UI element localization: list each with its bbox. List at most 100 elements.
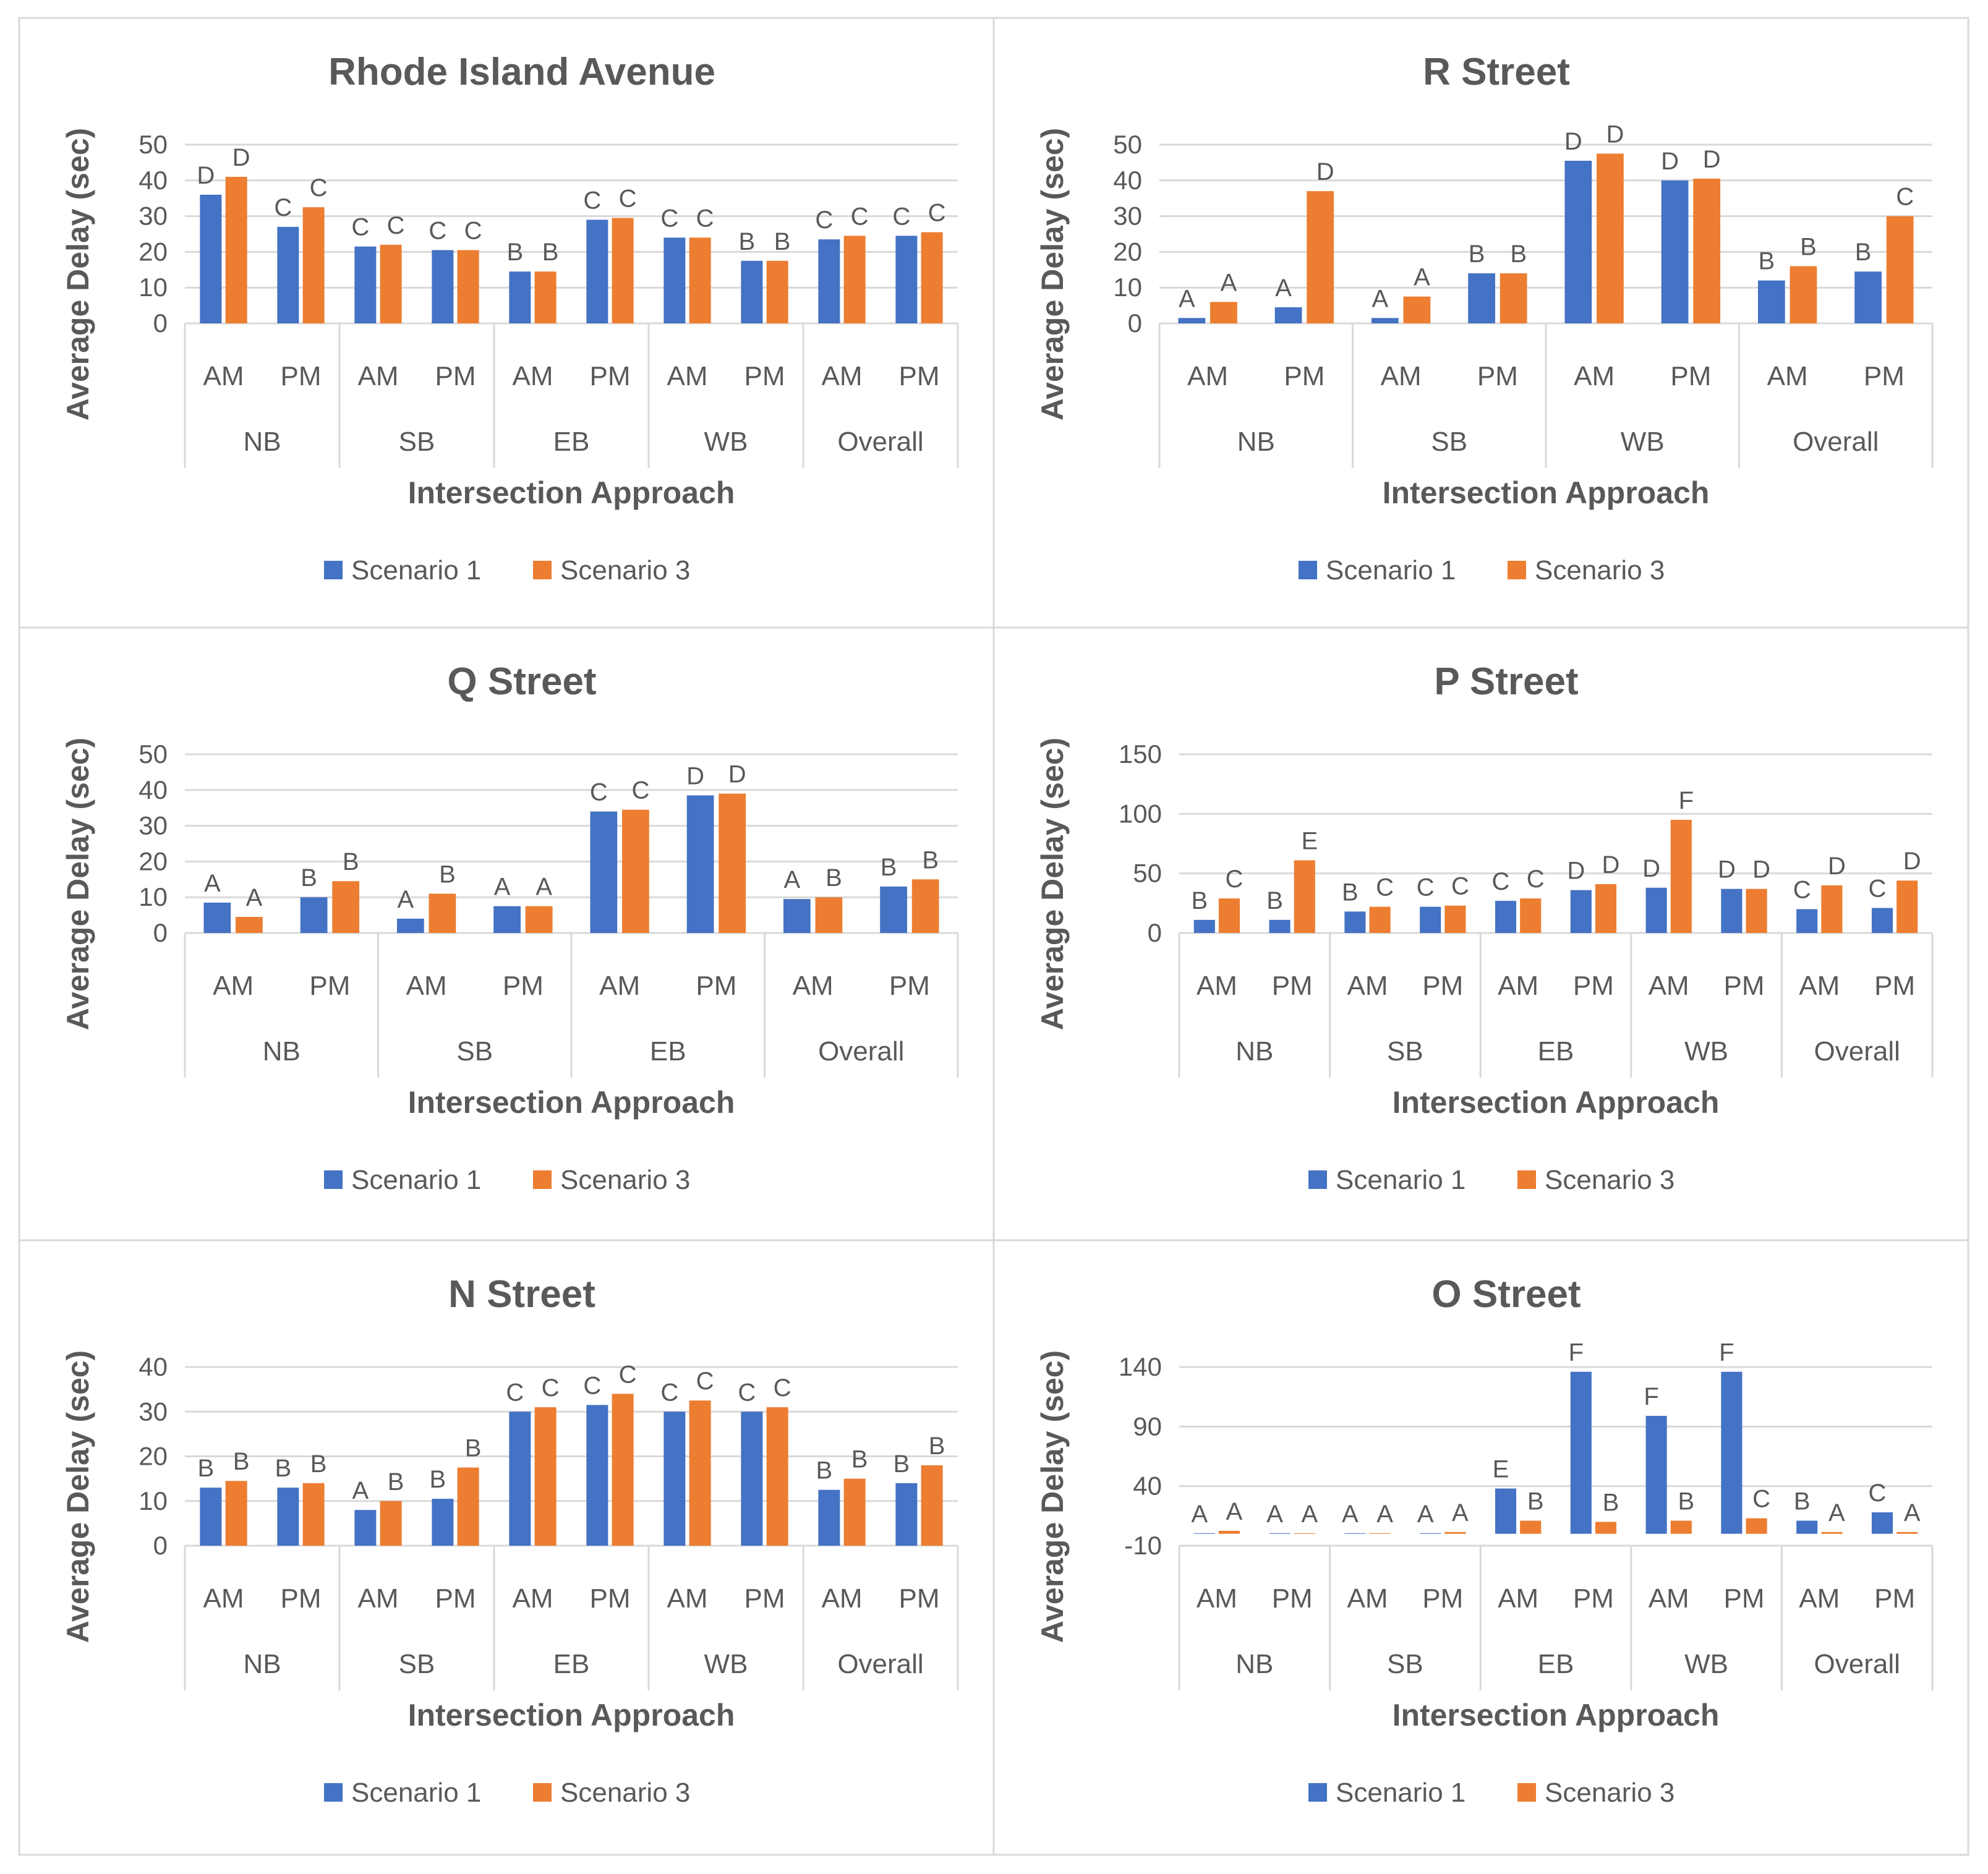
bar-scenario-1	[1645, 887, 1667, 933]
legend-label-scenario-1: Scenario 1	[1336, 1165, 1465, 1195]
bar-scenario-3	[766, 1407, 788, 1546]
category-label: AM	[203, 1583, 244, 1614]
bar-scenario-1	[1420, 906, 1441, 933]
y-tick-label: 10	[139, 273, 168, 302]
data-label: B	[1469, 241, 1485, 268]
data-label: B	[275, 1455, 292, 1482]
bar-scenario-1	[1178, 318, 1206, 323]
bar-scenario-3	[1369, 1533, 1391, 1534]
data-label: C	[619, 185, 637, 212]
bar-scenario-3	[1595, 1522, 1617, 1534]
category-label: AM	[1498, 1583, 1538, 1614]
data-label: C	[774, 1374, 791, 1402]
legend-label-scenario-3: Scenario 3	[560, 1165, 690, 1195]
bar-scenario-1	[300, 897, 328, 933]
x-axis-title: Intersection Approach	[1383, 475, 1710, 510]
bar-scenario-3	[689, 1400, 711, 1546]
category-label: AM	[667, 1583, 708, 1614]
data-label: A	[1342, 1501, 1359, 1528]
y-tick-label: 40	[1133, 1472, 1162, 1501]
bar-scenario-1	[586, 1405, 608, 1546]
y-tick-label: 20	[1113, 237, 1142, 266]
bar-scenario-3	[1597, 153, 1624, 323]
chart-6: O Street -10 40 90 140 Average Delay (sec) NB S…	[1035, 1273, 1934, 1808]
bar-scenario-1	[895, 236, 918, 323]
bar-scenario-3	[525, 906, 553, 933]
group-label: EB	[553, 427, 590, 457]
bar-scenario-3	[843, 236, 866, 323]
bar-scenario-1	[1495, 1488, 1517, 1534]
bar-scenario-3	[1500, 273, 1527, 323]
category-label: PM	[1874, 1583, 1915, 1614]
y-tick-label: 30	[139, 1397, 168, 1426]
category-label: AM	[513, 361, 553, 391]
category-label: AM	[358, 1583, 399, 1614]
y-tick-label: 30	[139, 202, 168, 231]
group-label: NB	[263, 1036, 301, 1067]
data-label: A	[204, 870, 221, 897]
data-label: A	[1414, 264, 1430, 291]
data-label: B	[774, 228, 791, 255]
group-label: SB	[399, 1649, 435, 1679]
legend-swatch-scenario-1	[1308, 1170, 1327, 1189]
chart-4: P Street 0 50 100 150 Average Delay (sec) NB SB…	[1035, 660, 1934, 1195]
category-label: PM	[1670, 361, 1711, 391]
bar-scenario-1	[200, 194, 222, 323]
bar-scenario-3	[1670, 819, 1692, 933]
bar-scenario-3	[1218, 898, 1240, 933]
data-label: B	[439, 861, 456, 888]
data-label: C	[583, 187, 601, 214]
bar-scenario-3	[457, 1467, 479, 1546]
bar-scenario-3	[236, 916, 263, 933]
bar-scenario-1	[783, 899, 811, 933]
data-label: A	[1275, 275, 1292, 302]
data-label: A	[352, 1477, 369, 1504]
y-tick-label: 40	[139, 166, 168, 195]
bar-scenario-3	[1403, 296, 1431, 323]
data-label: C	[1527, 866, 1545, 893]
data-label: A	[784, 866, 801, 893]
group-label: WB	[1684, 1036, 1728, 1067]
bar-scenario-1	[1645, 1415, 1667, 1534]
data-label: C	[1417, 874, 1435, 901]
data-label: B	[310, 1450, 327, 1478]
data-label: A	[1179, 285, 1195, 312]
bar-scenario-3	[1886, 216, 1914, 323]
data-label: D	[1316, 158, 1334, 185]
bar-scenario-1	[686, 795, 714, 933]
bar-scenario-3	[815, 897, 843, 933]
bar-scenario-1	[895, 1483, 918, 1546]
bar-scenario-3	[225, 177, 247, 323]
chart-title: O Street	[1431, 1273, 1581, 1316]
legend-label-scenario-1: Scenario 1	[351, 1778, 481, 1808]
legend-label-scenario-1: Scenario 1	[1336, 1778, 1465, 1808]
bar-scenario-1	[493, 906, 521, 933]
group-label: SB	[1387, 1036, 1423, 1067]
y-tick-label: 40	[139, 1352, 168, 1381]
data-label: D	[1564, 128, 1582, 155]
data-label: B	[301, 864, 317, 892]
data-label: F	[1679, 787, 1694, 814]
legend-swatch-scenario-3	[1517, 1783, 1536, 1802]
data-label: B	[1678, 1488, 1694, 1515]
bar-scenario-3	[1520, 1520, 1542, 1534]
data-label: B	[542, 239, 559, 266]
data-label: D	[1703, 146, 1721, 173]
data-label: B	[343, 848, 359, 875]
data-label: C	[892, 203, 910, 230]
group-label: Overall	[1814, 1036, 1900, 1067]
y-tick-label: -10	[1124, 1531, 1162, 1560]
bar-scenario-1	[1269, 1533, 1290, 1534]
bar-scenario-1	[1570, 1371, 1592, 1534]
category-label: AM	[1799, 971, 1840, 1001]
data-label: C	[583, 1372, 601, 1399]
group-label: WB	[704, 427, 748, 457]
y-tick-label: 50	[1133, 859, 1162, 888]
data-label: B	[1855, 239, 1872, 266]
bar-scenario-3	[1670, 1520, 1692, 1534]
bar-scenario-3	[380, 1501, 402, 1546]
data-label: C	[310, 174, 328, 202]
data-label: C	[928, 200, 946, 227]
y-tick-label: 30	[1113, 202, 1142, 231]
bar-scenario-1	[354, 1510, 377, 1546]
